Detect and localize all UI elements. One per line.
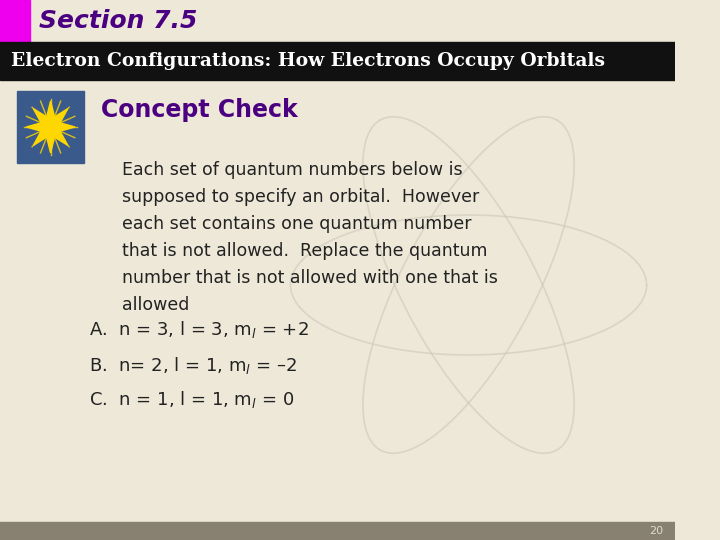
Text: Concept Check: Concept Check <box>102 98 298 122</box>
Text: that is not allowed.  Replace the quantum: that is not allowed. Replace the quantum <box>122 242 487 260</box>
Text: supposed to specify an orbital.  However: supposed to specify an orbital. However <box>122 188 479 206</box>
Bar <box>17 91 84 163</box>
Bar <box>0 0 30 42</box>
Text: Section 7.5: Section 7.5 <box>40 9 198 33</box>
Text: allowed: allowed <box>122 296 189 314</box>
Text: each set contains one quantum number: each set contains one quantum number <box>122 215 472 233</box>
Text: Each set of quantum numbers below is: Each set of quantum numbers below is <box>122 161 462 179</box>
Text: number that is not allowed with one that is: number that is not allowed with one that… <box>122 269 498 287</box>
Text: Electron Configurations: How Electrons Occupy Orbitals: Electron Configurations: How Electrons O… <box>12 52 606 70</box>
Bar <box>0 42 675 80</box>
Bar <box>0 0 675 42</box>
Bar <box>0 522 675 540</box>
Text: C.  n = 1, l = 1, m$_l$ = 0: C. n = 1, l = 1, m$_l$ = 0 <box>89 389 294 410</box>
Text: B.  n= 2, l = 1, m$_l$ = –2: B. n= 2, l = 1, m$_l$ = –2 <box>89 354 297 375</box>
Text: 20: 20 <box>649 526 663 536</box>
Text: A.  n = 3, l = 3, m$_l$ = +2: A. n = 3, l = 3, m$_l$ = +2 <box>89 320 309 341</box>
Polygon shape <box>26 101 75 153</box>
